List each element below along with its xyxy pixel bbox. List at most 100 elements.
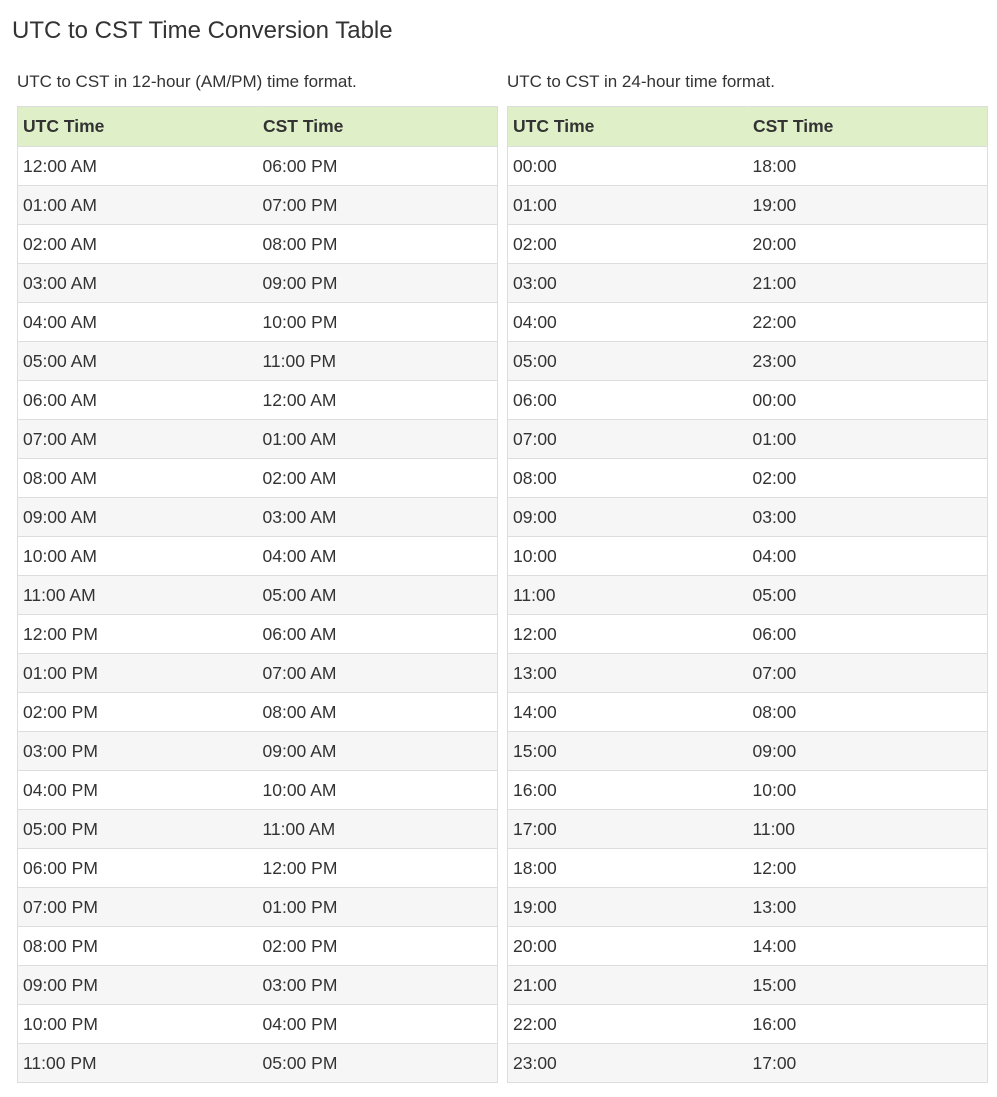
- utc-time-cell: 02:00 AM: [17, 224, 258, 264]
- cst-time-cell: 16:00: [747, 1004, 988, 1044]
- table-header-row: UTC Time CST Time: [17, 106, 498, 147]
- cst-time-cell: 08:00 PM: [257, 224, 498, 264]
- table-row: 07:00 01:00: [507, 419, 988, 459]
- table-row: 06:00 AM 12:00 AM: [17, 380, 498, 420]
- header-utc-time: UTC Time: [17, 106, 258, 147]
- utc-time-cell: 11:00: [507, 575, 748, 615]
- utc-time-cell: 20:00: [507, 926, 748, 966]
- header-cst-time: CST Time: [257, 106, 498, 147]
- table-row: 12:00 AM 06:00 PM: [17, 146, 498, 186]
- table-row: 03:00 PM 09:00 AM: [17, 731, 498, 771]
- cst-time-cell: 06:00 PM: [257, 146, 498, 186]
- cst-time-cell: 06:00 AM: [257, 614, 498, 654]
- utc-time-cell: 09:00 AM: [17, 497, 258, 537]
- table-row: 09:00 PM 03:00 PM: [17, 965, 498, 1005]
- utc-time-cell: 04:00: [507, 302, 748, 342]
- cst-time-cell: 05:00 PM: [257, 1043, 498, 1083]
- table-24-hour-body: 00:00 18:00 01:00 19:00 02:00 20:00 03:00 21:00…: [507, 146, 988, 1083]
- utc-time-cell: 13:00: [507, 653, 748, 693]
- cst-time-cell: 08:00 AM: [257, 692, 498, 732]
- table-row: 00:00 18:00: [507, 146, 988, 186]
- cst-time-cell: 04:00 AM: [257, 536, 498, 576]
- cst-time-cell: 11:00: [747, 809, 988, 849]
- cst-time-cell: 12:00: [747, 848, 988, 888]
- table-row: 21:00 15:00: [507, 965, 988, 1005]
- table-row: 10:00 04:00: [507, 536, 988, 576]
- table-row: 08:00 02:00: [507, 458, 988, 498]
- table-row: 12:00 PM 06:00 AM: [17, 614, 498, 654]
- utc-time-cell: 18:00: [507, 848, 748, 888]
- cst-time-cell: 10:00 PM: [257, 302, 498, 342]
- cst-time-cell: 21:00: [747, 263, 988, 303]
- utc-time-cell: 06:00 PM: [17, 848, 258, 888]
- table-12-hour-panel: UTC to CST in 12-hour (AM/PM) time forma…: [17, 70, 498, 1083]
- cst-time-cell: 19:00: [747, 185, 988, 225]
- utc-time-cell: 10:00 PM: [17, 1004, 258, 1044]
- cst-time-cell: 22:00: [747, 302, 988, 342]
- utc-time-cell: 05:00 AM: [17, 341, 258, 381]
- cst-time-cell: 07:00 AM: [257, 653, 498, 693]
- cst-time-cell: 12:00 AM: [257, 380, 498, 420]
- utc-time-cell: 03:00: [507, 263, 748, 303]
- cst-time-cell: 10:00 AM: [257, 770, 498, 810]
- utc-time-cell: 04:00 AM: [17, 302, 258, 342]
- table-row: 01:00 AM 07:00 PM: [17, 185, 498, 225]
- table-row: 15:00 09:00: [507, 731, 988, 771]
- cst-time-cell: 01:00 PM: [257, 887, 498, 927]
- utc-time-cell: 02:00: [507, 224, 748, 264]
- table-row: 06:00 00:00: [507, 380, 988, 420]
- cst-time-cell: 20:00: [747, 224, 988, 264]
- table-12-hour: UTC Time CST Time 12:00 AM 06:00 PM 01:00 …: [17, 106, 498, 1083]
- table-row: 04:00 22:00: [507, 302, 988, 342]
- table-24-hour-panel: UTC to CST in 24-hour time format. UTC T…: [507, 70, 988, 1083]
- utc-time-cell: 07:00: [507, 419, 748, 459]
- utc-time-cell: 21:00: [507, 965, 748, 1005]
- table-row: 11:00 05:00: [507, 575, 988, 615]
- table-row: 11:00 AM 05:00 AM: [17, 575, 498, 615]
- utc-time-cell: 22:00: [507, 1004, 748, 1044]
- utc-time-cell: 17:00: [507, 809, 748, 849]
- cst-time-cell: 07:00 PM: [257, 185, 498, 225]
- utc-time-cell: 11:00 AM: [17, 575, 258, 615]
- utc-time-cell: 09:00 PM: [17, 965, 258, 1005]
- table-row: 02:00 AM 08:00 PM: [17, 224, 498, 264]
- cst-time-cell: 05:00: [747, 575, 988, 615]
- table-row: 16:00 10:00: [507, 770, 988, 810]
- cst-time-cell: 08:00: [747, 692, 988, 732]
- utc-time-cell: 03:00 AM: [17, 263, 258, 303]
- table-24-hour: UTC Time CST Time 00:00 18:00 01:00 19:00 02…: [507, 106, 988, 1083]
- table-row: 05:00 23:00: [507, 341, 988, 381]
- table-row: 05:00 AM 11:00 PM: [17, 341, 498, 381]
- utc-time-cell: 19:00: [507, 887, 748, 927]
- cst-time-cell: 07:00: [747, 653, 988, 693]
- table-row: 07:00 PM 01:00 PM: [17, 887, 498, 927]
- cst-time-cell: 09:00 PM: [257, 263, 498, 303]
- utc-time-cell: 06:00: [507, 380, 748, 420]
- utc-time-cell: 23:00: [507, 1043, 748, 1083]
- table-row: 07:00 AM 01:00 AM: [17, 419, 498, 459]
- utc-time-cell: 01:00 AM: [17, 185, 258, 225]
- cst-time-cell: 14:00: [747, 926, 988, 966]
- table-24-hour-caption: UTC to CST in 24-hour time format.: [507, 72, 775, 91]
- cst-time-cell: 01:00 AM: [257, 419, 498, 459]
- table-row: 08:00 AM 02:00 AM: [17, 458, 498, 498]
- cst-time-cell: 04:00 PM: [257, 1004, 498, 1044]
- utc-time-cell: 12:00: [507, 614, 748, 654]
- utc-time-cell: 01:00 PM: [17, 653, 258, 693]
- table-row: 09:00 03:00: [507, 497, 988, 537]
- utc-time-cell: 16:00: [507, 770, 748, 810]
- utc-time-cell: 06:00 AM: [17, 380, 258, 420]
- table-row: 03:00 AM 09:00 PM: [17, 263, 498, 303]
- table-row: 18:00 12:00: [507, 848, 988, 888]
- table-row: 06:00 PM 12:00 PM: [17, 848, 498, 888]
- cst-time-cell: 09:00 AM: [257, 731, 498, 771]
- utc-time-cell: 00:00: [507, 146, 748, 186]
- utc-time-cell: 04:00 PM: [17, 770, 258, 810]
- cst-time-cell: 12:00 PM: [257, 848, 498, 888]
- table-header-row: UTC Time CST Time: [507, 106, 988, 147]
- header-cst-time: CST Time: [747, 106, 988, 147]
- header-utc-time: UTC Time: [507, 106, 748, 147]
- cst-time-cell: 04:00: [747, 536, 988, 576]
- utc-time-cell: 05:00 PM: [17, 809, 258, 849]
- table-row: 23:00 17:00: [507, 1043, 988, 1083]
